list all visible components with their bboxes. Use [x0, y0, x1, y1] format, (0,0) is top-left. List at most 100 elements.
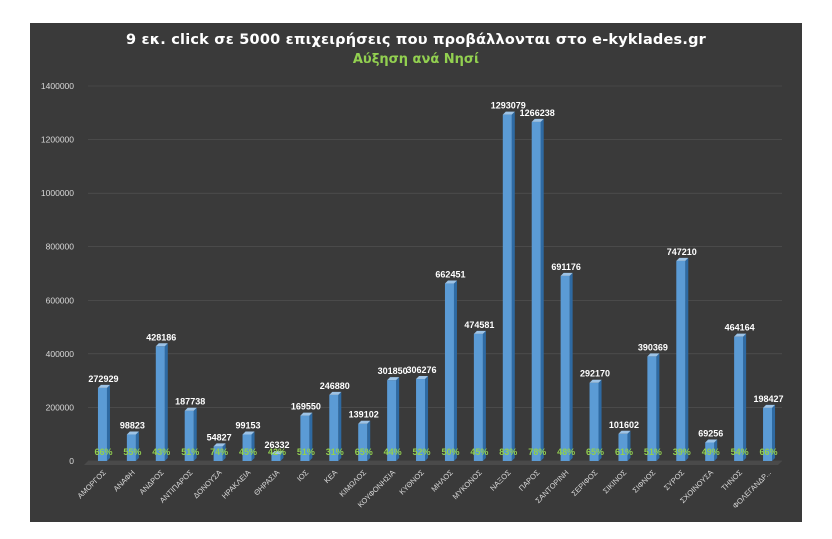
bar-14: [502, 111, 515, 461]
bar-3: [184, 407, 197, 461]
value-label: 101602: [609, 420, 639, 430]
bar-top: [705, 439, 718, 443]
bar-4: [213, 443, 226, 461]
growth-label: 48%: [557, 447, 575, 457]
x-tick-label: ΑΝΑΦΗ: [112, 468, 137, 493]
bar-7: [300, 412, 313, 461]
value-label: 198427: [754, 394, 784, 404]
value-label: 747210: [667, 247, 697, 257]
value-label: 246880: [320, 381, 350, 391]
y-tick-label: 800000: [46, 242, 75, 252]
x-axis: ΑΜΟΡΓΟΣ ΑΝΑΦΗ ΑΝΔΡΟΣΑΝΤΙΠΑΡΟΣΔΟΝΟΥΣΑΗΡΑΚΛΕ…: [76, 468, 773, 511]
bars: [97, 111, 776, 462]
bar-16: [560, 272, 573, 461]
bar-11: [416, 375, 429, 461]
bar-front: [387, 380, 397, 461]
value-label: 69256: [698, 428, 723, 438]
bar-5: [242, 431, 255, 461]
y-tick-label: 600000: [46, 295, 75, 305]
x-tick-label: ΙΟΣ: [295, 468, 310, 483]
bar-top: [97, 384, 110, 388]
bar-front: [502, 114, 512, 461]
value-label: 474581: [464, 320, 494, 330]
bar-side: [540, 118, 544, 462]
growth-label: 66%: [760, 447, 778, 457]
growth-label: 51%: [181, 447, 199, 457]
chart-area: 0 200000 400000 600000 800000 1000000 1200000 1…: [30, 23, 802, 522]
bar-front: [271, 453, 281, 461]
bar-10: [387, 377, 400, 461]
growth-label: 54%: [731, 447, 749, 457]
bar-side: [772, 404, 776, 461]
bar-top: [242, 431, 255, 435]
bar-side: [425, 375, 429, 461]
x-tick-label: ΚΥΘΝΟΣ: [397, 468, 426, 497]
bar-front: [329, 394, 339, 461]
bar-top: [589, 379, 602, 383]
bar-top: [444, 280, 457, 284]
value-label: 169550: [291, 402, 321, 412]
bar-top: [329, 391, 342, 395]
bar-front: [763, 407, 773, 461]
bar-top: [734, 333, 747, 337]
y-tick-label: 0: [69, 456, 74, 466]
bar-front: [155, 346, 165, 461]
value-label: 139102: [349, 410, 379, 420]
bar-top: [271, 450, 284, 454]
bar-23: [763, 404, 776, 461]
bar-side: [106, 384, 110, 461]
value-label: 1266238: [520, 108, 555, 118]
value-label: 99153: [236, 420, 261, 430]
bar-top: [473, 330, 486, 334]
bar-top: [184, 407, 197, 411]
growth-label: 51%: [297, 447, 315, 457]
bar-front: [358, 423, 368, 461]
growth-label: 45%: [239, 447, 257, 457]
bar-front: [705, 442, 715, 461]
gridlines: [84, 85, 782, 465]
chart-floor: [84, 461, 782, 465]
bar-15: [531, 118, 544, 462]
bar-front: [444, 283, 454, 461]
bar-top: [763, 404, 776, 408]
bar-front: [213, 446, 223, 461]
value-label: 301850: [378, 366, 408, 376]
value-label: 662451: [435, 270, 465, 280]
x-tick-label: ΣΙΚΙΝΟΣ: [601, 468, 629, 496]
bar-0: [97, 384, 110, 461]
bar-front: [647, 356, 657, 461]
bar-top: [358, 420, 371, 424]
bar-front: [126, 434, 136, 461]
growth-label: 52%: [413, 447, 431, 457]
x-tick-label: ΚΕΑ: [322, 468, 339, 485]
bar-22: [734, 333, 747, 461]
growth-label: 65%: [586, 447, 604, 457]
bar-front: [97, 387, 107, 461]
bar-front: [734, 336, 744, 461]
x-tick-label: ΑΝΔΡΟΣ: [137, 468, 165, 496]
bar-front: [531, 121, 541, 462]
bar-top: [647, 353, 660, 357]
bar-front: [589, 382, 599, 461]
growth-label: 44%: [384, 447, 402, 457]
x-tick-label: ΗΡΑΚΛΕΙΑ: [220, 468, 253, 501]
x-tick-label: ΜΥΚΟΝΟΣ: [451, 468, 484, 501]
bar-top: [618, 430, 631, 434]
bar-21: [705, 439, 718, 461]
x-tick-label: ΤΗΝΟΣ: [719, 468, 744, 493]
x-tick-label: ΘΗΡΑΣΙΑ: [252, 468, 281, 497]
bar-top: [531, 118, 544, 122]
x-tick-label: ΣΥΡΟΣ: [662, 468, 686, 492]
bar-side: [338, 391, 342, 461]
bar-side: [598, 379, 602, 461]
bar-front: [560, 275, 570, 461]
bar-1: [126, 431, 139, 461]
bar-top: [560, 272, 573, 276]
growth-label: 74%: [210, 447, 228, 457]
value-label: 691176: [551, 262, 581, 272]
bar-20: [676, 257, 689, 461]
value-label: 187738: [175, 397, 205, 407]
bar-12: [444, 280, 457, 461]
bar-side: [569, 272, 573, 461]
bar-8: [329, 391, 342, 461]
